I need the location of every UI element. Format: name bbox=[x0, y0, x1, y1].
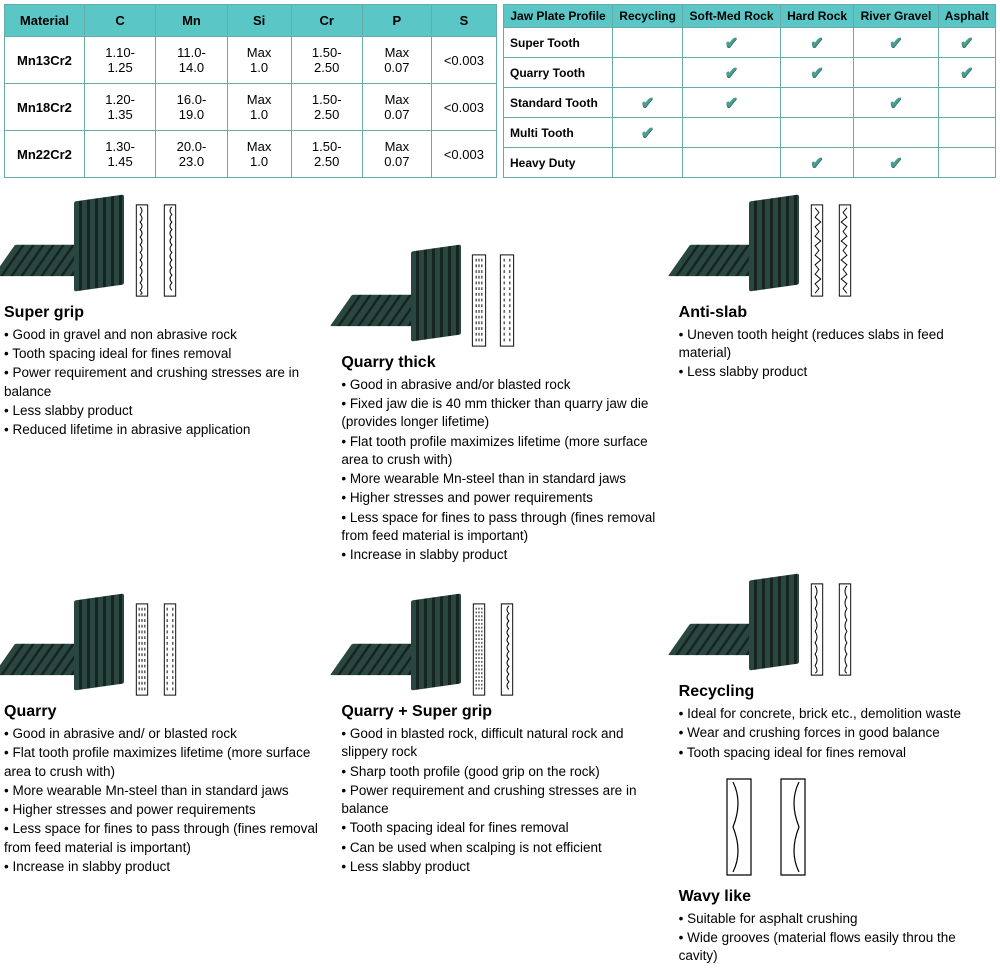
list-quarry-thick: Good in abrasive and/or blasted rockFixe… bbox=[341, 376, 658, 564]
block-anti-slab: Anti-slab Uneven tooth height (reduces s… bbox=[679, 188, 996, 565]
prof-header: Hard Rock bbox=[780, 5, 854, 28]
list-item: Less space for fines to pass through (fi… bbox=[341, 509, 658, 545]
check-icon bbox=[889, 35, 902, 52]
list-item: Tooth spacing ideal for fines removal bbox=[4, 345, 321, 363]
list-item: Reduced lifetime in abrasive application bbox=[4, 421, 321, 439]
tables-row: MaterialCMnSiCrPS Mn13Cr21.10-1.2511.0-1… bbox=[4, 4, 996, 178]
check-icon bbox=[889, 155, 902, 172]
list-wavy: Suitable for asphalt crushingWide groove… bbox=[679, 910, 996, 966]
block-super-grip: Super grip Good in gravel and non abrasi… bbox=[4, 188, 321, 565]
table-row: Standard Tooth bbox=[504, 88, 996, 118]
title-quarry-super-grip: Quarry + Super grip bbox=[341, 703, 658, 721]
profiles-grid: Super grip Good in gravel and non abrasi… bbox=[4, 188, 996, 976]
list-item: Sharp tooth profile (good grip on the ro… bbox=[341, 763, 658, 781]
illustration-quarry-super-grip bbox=[341, 587, 658, 697]
check-icon bbox=[725, 35, 738, 52]
check-icon bbox=[641, 95, 654, 112]
check-icon bbox=[725, 65, 738, 82]
list-item: Power requirement and crushing stresses … bbox=[341, 782, 658, 818]
mat-header: Material bbox=[5, 5, 85, 37]
list-item: Higher stresses and power requirements bbox=[4, 801, 321, 819]
table-row: Super Tooth bbox=[504, 28, 996, 58]
table-row: Mn18Cr21.20-1.3516.0-19.0Max 1.01.50-2.5… bbox=[5, 84, 497, 131]
check-icon bbox=[810, 155, 823, 172]
list-recycling: Ideal for concrete, brick etc., demoliti… bbox=[679, 705, 996, 762]
list-item: More wearable Mn-steel than in standard … bbox=[4, 782, 321, 800]
illustration-quarry-thick bbox=[341, 238, 658, 348]
profile-table: Jaw Plate ProfileRecyclingSoft-Med RockH… bbox=[503, 4, 996, 178]
title-quarry-thick: Quarry thick bbox=[341, 354, 658, 372]
list-quarry: Good in abrasive and/ or blasted rockFla… bbox=[4, 725, 321, 876]
list-item: Less slabby product bbox=[4, 402, 321, 420]
table-row: Quarry Tooth bbox=[504, 58, 996, 88]
mat-header: C bbox=[84, 5, 155, 37]
illustration-recycling bbox=[679, 587, 996, 677]
mat-header: P bbox=[362, 5, 431, 37]
list-item: Less space for fines to pass through (fi… bbox=[4, 820, 321, 856]
list-item: Flat tooth profile maximizes lifetime (m… bbox=[341, 433, 658, 469]
table-row: Multi Tooth bbox=[504, 118, 996, 148]
check-icon bbox=[725, 95, 738, 112]
title-anti-slab: Anti-slab bbox=[679, 304, 996, 322]
mat-header: Si bbox=[227, 5, 291, 37]
table-row: Mn22Cr21.30-1.4520.0-23.0Max 1.01.50-2.5… bbox=[5, 131, 497, 178]
mat-header: S bbox=[431, 5, 496, 37]
list-item: Less slabby product bbox=[341, 858, 658, 876]
list-item: Increase in slabby product bbox=[4, 858, 321, 876]
list-item: Tooth spacing ideal for fines removal bbox=[679, 744, 996, 762]
material-table: MaterialCMnSiCrPS Mn13Cr21.10-1.2511.0-1… bbox=[4, 4, 497, 178]
illustration-anti-slab bbox=[679, 188, 996, 298]
list-item: Flat tooth profile maximizes lifetime (m… bbox=[4, 744, 321, 780]
list-item: Suitable for asphalt crushing bbox=[679, 910, 996, 928]
illustration-quarry bbox=[4, 587, 321, 697]
check-icon bbox=[960, 35, 973, 52]
list-item: Fixed jaw die is 40 mm thicker than quar… bbox=[341, 395, 658, 431]
title-super-grip: Super grip bbox=[4, 304, 321, 322]
prof-header: Jaw Plate Profile bbox=[504, 5, 613, 28]
mat-header: Mn bbox=[156, 5, 227, 37]
illustration-wavy bbox=[679, 772, 996, 882]
list-item: More wearable Mn-steel than in standard … bbox=[341, 470, 658, 488]
list-item: Can be used when scalping is not efficie… bbox=[341, 839, 658, 857]
list-item: Wide grooves (material flows easily thro… bbox=[679, 929, 996, 965]
block-quarry: Quarry Good in abrasive and/ or blasted … bbox=[4, 587, 321, 965]
table-row: Heavy Duty bbox=[504, 148, 996, 178]
list-item: Good in abrasive and/or blasted rock bbox=[341, 376, 658, 394]
list-item: Tooth spacing ideal for fines removal bbox=[341, 819, 658, 837]
list-quarry-super-grip: Good in blasted rock, difficult natural … bbox=[341, 725, 658, 876]
list-item: Higher stresses and power requirements bbox=[341, 489, 658, 507]
list-item: Good in abrasive and/ or blasted rock bbox=[4, 725, 321, 743]
col3-lower: Recycling Ideal for concrete, brick etc.… bbox=[679, 587, 996, 975]
block-quarry-thick: Quarry thick Good in abrasive and/or bla… bbox=[341, 238, 658, 565]
title-wavy: Wavy like bbox=[679, 888, 996, 906]
check-icon bbox=[960, 65, 973, 82]
prof-header: Recycling bbox=[613, 5, 683, 28]
list-anti-slab: Uneven tooth height (reduces slabs in fe… bbox=[679, 326, 996, 382]
list-item: Increase in slabby product bbox=[341, 546, 658, 564]
list-item: Less slabby product bbox=[679, 363, 996, 381]
block-wavy: Wavy like Suitable for asphalt crushingW… bbox=[679, 772, 996, 966]
prof-header: Asphalt bbox=[938, 5, 995, 28]
illustration-super-grip bbox=[4, 188, 321, 298]
list-item: Uneven tooth height (reduces slabs in fe… bbox=[679, 326, 996, 362]
title-recycling: Recycling bbox=[679, 683, 996, 701]
list-item: Good in gravel and non abrasive rock bbox=[4, 326, 321, 344]
list-item: Power requirement and crushing stresses … bbox=[4, 364, 321, 400]
block-quarry-super-grip: Quarry + Super grip Good in blasted rock… bbox=[341, 587, 658, 965]
table-row: Mn13Cr21.10-1.2511.0-14.0Max 1.01.50-2.5… bbox=[5, 37, 497, 84]
list-item: Wear and crushing forces in good balance bbox=[679, 724, 996, 742]
check-icon bbox=[889, 95, 902, 112]
list-super-grip: Good in gravel and non abrasive rockToot… bbox=[4, 326, 321, 439]
check-icon bbox=[810, 65, 823, 82]
list-item: Ideal for concrete, brick etc., demoliti… bbox=[679, 705, 996, 723]
list-item: Good in blasted rock, difficult natural … bbox=[341, 725, 658, 761]
check-icon bbox=[810, 35, 823, 52]
block-recycling: Recycling Ideal for concrete, brick etc.… bbox=[679, 587, 996, 762]
check-icon bbox=[641, 125, 654, 142]
prof-header: Soft-Med Rock bbox=[683, 5, 781, 28]
prof-header: River Gravel bbox=[854, 5, 938, 28]
mat-header: Cr bbox=[291, 5, 362, 37]
title-quarry: Quarry bbox=[4, 703, 321, 721]
